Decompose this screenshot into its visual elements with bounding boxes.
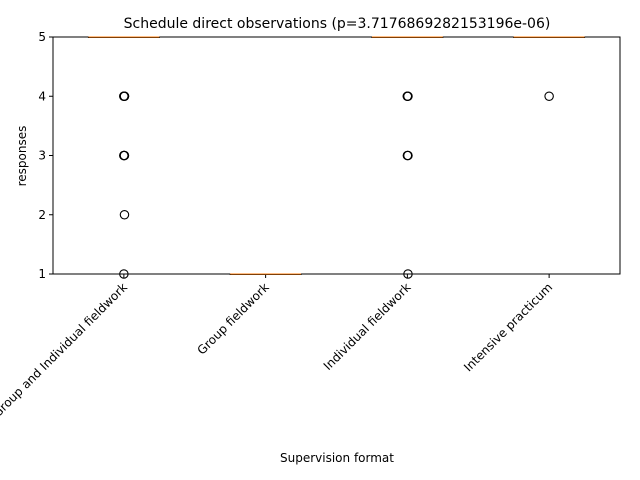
outlier-point bbox=[119, 210, 130, 220]
y-tick-label: 2 bbox=[38, 208, 46, 222]
x-tick-label: Individual fieldwork bbox=[321, 280, 414, 373]
x-axis-label: Supervision format bbox=[280, 451, 394, 465]
y-tick-label: 4 bbox=[38, 89, 46, 103]
x-tick-label: Intensive practicum bbox=[461, 280, 555, 374]
y-tick-label: 1 bbox=[38, 267, 46, 281]
outlier-point bbox=[544, 91, 554, 102]
plot-area: 1 2 3 4 5 Group and Individual fieldwork Group… bbox=[0, 30, 621, 420]
outlier-point bbox=[402, 150, 413, 161]
outlier-point bbox=[119, 150, 129, 161]
outlier-point bbox=[119, 91, 130, 102]
x-tick-label: Group fieldwork bbox=[194, 280, 271, 357]
y-tick-label: 3 bbox=[38, 149, 46, 163]
chart-title: Schedule direct observations (p=3.717686… bbox=[124, 16, 551, 32]
outlier-point bbox=[402, 91, 413, 102]
y-axis-label: responses bbox=[15, 126, 29, 187]
outlier-point bbox=[403, 269, 413, 279]
x-tick-label: Group and Individual fieldwork bbox=[0, 280, 130, 420]
y-tick-label: 5 bbox=[38, 30, 46, 44]
outlier-point bbox=[119, 269, 129, 279]
axes-frame bbox=[52, 36, 621, 275]
